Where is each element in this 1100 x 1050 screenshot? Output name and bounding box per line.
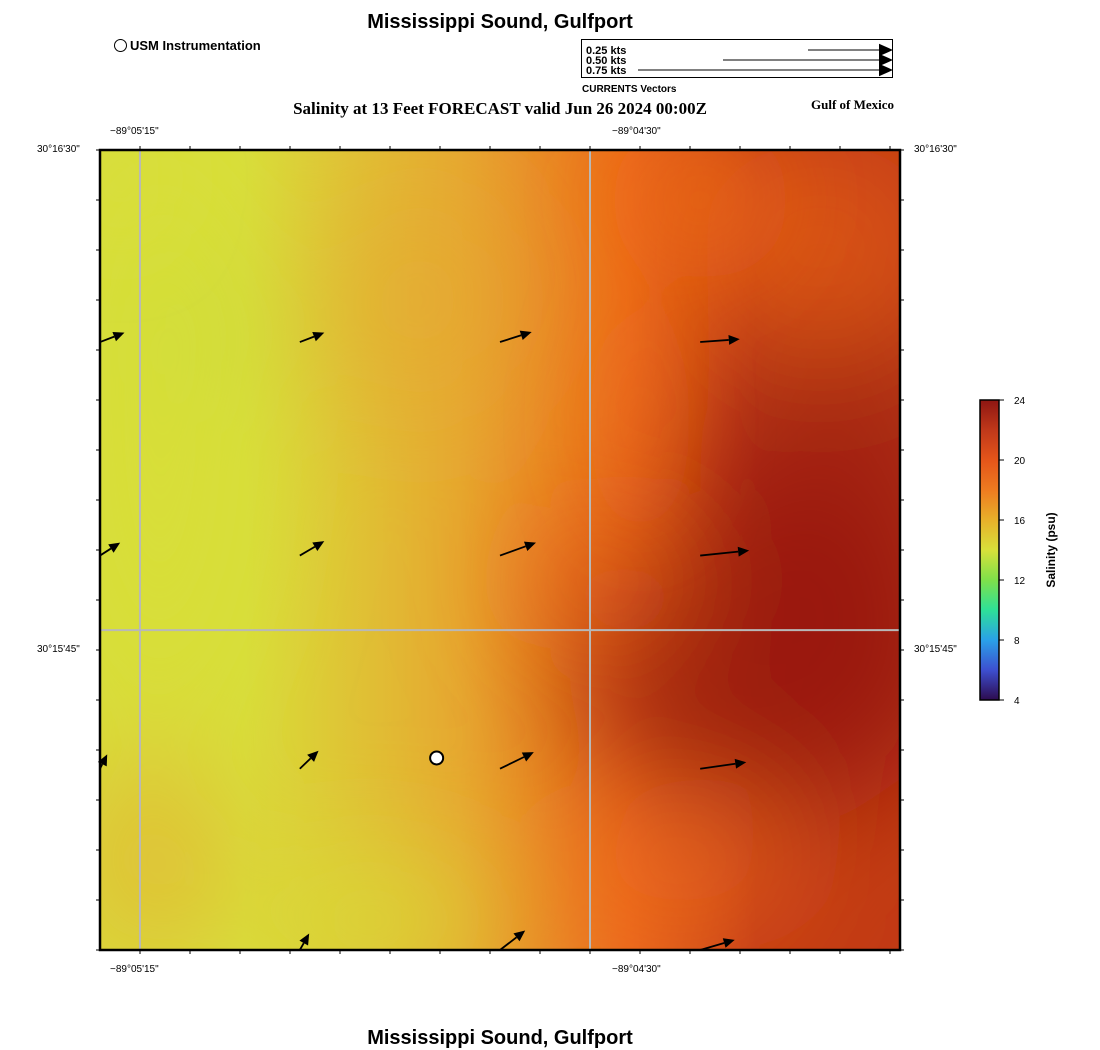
salinity-field xyxy=(100,150,900,950)
lon-tick-label-top: −89°04'30" xyxy=(612,126,661,137)
lon-tick-label-top: −89°05'15" xyxy=(110,126,159,137)
current-vector-arrow xyxy=(299,541,325,557)
colorbar-tick-label: 20 xyxy=(1014,456,1026,467)
vector-legend-label: 0.25 kts xyxy=(586,45,627,57)
footer-title: Mississippi Sound, Gulfport xyxy=(367,1027,633,1049)
map-subtitle: Salinity at 13 Feet FORECAST valid Jun 2… xyxy=(293,99,707,118)
lat-tick-label-right: 30°15'45" xyxy=(914,644,957,655)
page-title: Mississippi Sound, Gulfport xyxy=(367,11,633,33)
current-vector-arrow xyxy=(99,331,125,343)
current-vector-arrow xyxy=(499,330,532,343)
colorbar-tick-label: 16 xyxy=(1014,516,1026,527)
vector-legend: 0.25 kts 0.50 kts 0.75 kts xyxy=(581,39,893,78)
current-vector-arrow xyxy=(700,335,740,345)
lat-tick-label-right: 30°16'30" xyxy=(914,144,957,155)
colorbar-label: Salinity (psu) xyxy=(1044,512,1058,587)
symbol-legend-label: USM Instrumentation xyxy=(130,38,261,53)
current-vector-arrow xyxy=(700,758,747,770)
colorbar-tick-label: 4 xyxy=(1014,696,1020,707)
salinity-colorbar: 24 20 16 12 8 4 Salinity (psu) xyxy=(979,396,1058,707)
lat-tick-label-left: 30°16'30" xyxy=(37,144,80,155)
current-vector-arrow xyxy=(499,541,536,557)
colorbar-scale xyxy=(979,399,1000,701)
colorbar-tick-label: 12 xyxy=(1014,576,1026,587)
current-vector-arrow xyxy=(97,754,108,770)
current-vector-arrow xyxy=(99,542,121,557)
symbol-legend: USM Instrumentation xyxy=(114,38,261,53)
vector-legend-arrow xyxy=(638,63,893,77)
current-vector-arrow xyxy=(700,546,750,557)
current-vector-arrow xyxy=(699,938,735,951)
vector-legend-caption: CURRENTS Vectors xyxy=(582,84,677,95)
region-label: Gulf of Mexico xyxy=(811,97,895,112)
vector-legend-arrow xyxy=(723,53,893,67)
current-vector-arrow xyxy=(499,930,526,951)
frame-ticks xyxy=(96,146,904,954)
lon-tick-label-bottom: −89°04'30" xyxy=(612,964,661,975)
vector-legend-label: 0.75 kts xyxy=(586,65,627,77)
lat-tick-label-left: 30°15'45" xyxy=(37,644,80,655)
colorbar-tick-label: 24 xyxy=(1014,396,1026,407)
colorbar-tick-label: 8 xyxy=(1014,636,1020,647)
vector-legend-arrow xyxy=(808,43,893,57)
vector-legend-arrows xyxy=(638,43,893,77)
vector-legend-label: 0.50 kts xyxy=(586,55,627,67)
current-vectors xyxy=(97,330,750,951)
current-vector-arrow xyxy=(299,750,319,770)
current-vector-arrow xyxy=(499,752,534,770)
current-vector-arrow xyxy=(299,933,310,951)
lon-tick-label-bottom: −89°05'15" xyxy=(110,964,159,975)
usm-instrument-marker[interactable] xyxy=(429,750,445,766)
current-vector-arrow xyxy=(299,331,325,343)
circle-marker-icon xyxy=(114,39,127,52)
